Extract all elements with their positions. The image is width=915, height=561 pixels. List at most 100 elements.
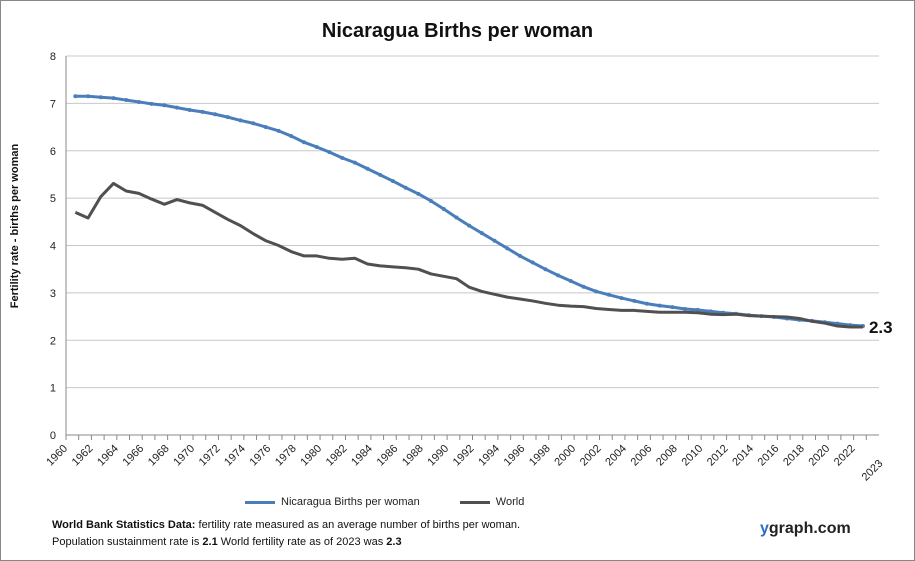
data-point xyxy=(568,279,573,284)
world-rate-text: World fertility rate as of 2023 was xyxy=(217,536,387,548)
data-point xyxy=(86,94,91,99)
data-point xyxy=(365,166,370,171)
x-tick-label: 1964 xyxy=(95,443,121,469)
footer-note: World Bank Statistics Data: fertility ra… xyxy=(52,517,520,551)
data-point xyxy=(187,108,192,113)
data-point xyxy=(98,95,103,100)
data-point xyxy=(276,128,281,133)
brand-rest: graph.com xyxy=(768,520,851,537)
x-tick-label: 1996 xyxy=(502,443,528,469)
x-tick-label: 1966 xyxy=(121,443,147,469)
x-tick-label: 1974 xyxy=(222,443,248,469)
x-tick-label: 2002 xyxy=(578,443,604,469)
data-point xyxy=(302,140,307,145)
source-label: World Bank Statistics Data: xyxy=(52,519,196,531)
data-point xyxy=(543,267,548,272)
x-tick-label: 1986 xyxy=(375,443,401,469)
data-point xyxy=(594,289,599,294)
x-tick-label: 1994 xyxy=(476,443,502,469)
data-point xyxy=(149,101,154,106)
data-point xyxy=(657,303,662,308)
data-point xyxy=(492,238,497,243)
x-tick-label: 2004 xyxy=(603,443,629,469)
x-tick-label: 1968 xyxy=(146,443,172,469)
y-tick-label: 1 xyxy=(50,383,56,395)
legend-label-nicaragua: Nicaragua Births per woman xyxy=(281,496,420,508)
y-tick-label: 4 xyxy=(50,241,56,253)
data-point xyxy=(454,215,459,220)
data-point xyxy=(136,99,141,104)
x-tick-label: 2023 xyxy=(860,458,886,484)
data-point xyxy=(619,296,624,301)
data-point xyxy=(340,155,345,160)
data-point xyxy=(225,115,230,120)
x-tick-label: 2020 xyxy=(807,443,833,469)
sustainment-value: 2.1 xyxy=(202,536,218,548)
data-point xyxy=(632,298,637,303)
x-tick-label: 2010 xyxy=(679,443,705,469)
brand-logo: ygraph.com xyxy=(760,520,851,538)
legend-label-world: World xyxy=(495,496,525,508)
x-tick-label: 2016 xyxy=(756,443,782,469)
data-point xyxy=(174,105,179,110)
data-point xyxy=(213,112,218,117)
data-point xyxy=(556,273,561,278)
y-tick-label: 5 xyxy=(50,193,56,205)
legend-swatch-nicaragua xyxy=(245,500,275,504)
x-tick-label: 2014 xyxy=(730,443,756,469)
x-tick-label: 1978 xyxy=(273,443,299,469)
y-tick-label: 3 xyxy=(50,288,56,300)
data-point xyxy=(708,309,713,314)
x-tick-label: 1992 xyxy=(451,443,477,469)
chart-title: Nicaragua Births per woman xyxy=(321,20,594,42)
y-tick-label: 2 xyxy=(50,335,56,347)
data-point xyxy=(378,172,383,177)
data-point xyxy=(263,125,268,130)
x-tick-label: 1984 xyxy=(349,443,375,469)
data-point xyxy=(314,144,319,149)
x-tick-label: 1980 xyxy=(298,443,324,469)
data-point xyxy=(162,103,167,108)
legend: Nicaragua Births per woman World xyxy=(245,496,524,508)
data-point xyxy=(238,118,243,123)
y-tick-label: 0 xyxy=(50,430,56,442)
data-point xyxy=(644,301,649,306)
x-tick-label: 1976 xyxy=(248,443,274,469)
data-point xyxy=(695,307,700,312)
data-point xyxy=(289,134,294,139)
x-tick-label: 2022 xyxy=(832,443,858,469)
y-tick-label: 8 xyxy=(50,51,56,63)
x-tick-label: 1982 xyxy=(324,443,350,469)
x-tick-label: 1990 xyxy=(425,443,451,469)
data-point xyxy=(327,150,332,155)
end-value-annotation: 2.3 xyxy=(869,318,893,337)
data-point xyxy=(530,260,535,265)
data-point xyxy=(352,160,357,165)
data-point xyxy=(111,96,116,101)
series-line-nicaragua xyxy=(75,94,864,328)
sustainment-text: Population sustainment rate is xyxy=(52,536,203,548)
data-point xyxy=(606,292,611,297)
x-tick-label: 1998 xyxy=(527,443,553,469)
x-tick-label: 1960 xyxy=(44,443,70,469)
x-tick-label: 1970 xyxy=(171,443,197,469)
world-rate-value: 2.3 xyxy=(386,536,402,548)
x-tick-label: 2012 xyxy=(705,443,731,469)
data-point xyxy=(73,94,78,99)
data-point xyxy=(479,231,484,236)
y-tick-label: 6 xyxy=(50,146,56,158)
data-point xyxy=(467,223,472,228)
legend-swatch-world xyxy=(459,500,490,504)
data-point xyxy=(200,109,205,114)
data-point xyxy=(416,191,421,196)
x-tick-label: 2006 xyxy=(629,443,655,469)
x-tick-label: 2000 xyxy=(552,443,578,469)
brand-y: y xyxy=(760,520,769,537)
series-line-world xyxy=(74,181,863,329)
data-point xyxy=(251,121,256,126)
data-point xyxy=(390,179,395,184)
data-point xyxy=(124,98,129,103)
data-point xyxy=(683,306,688,311)
x-tick-label: 2018 xyxy=(781,443,807,469)
